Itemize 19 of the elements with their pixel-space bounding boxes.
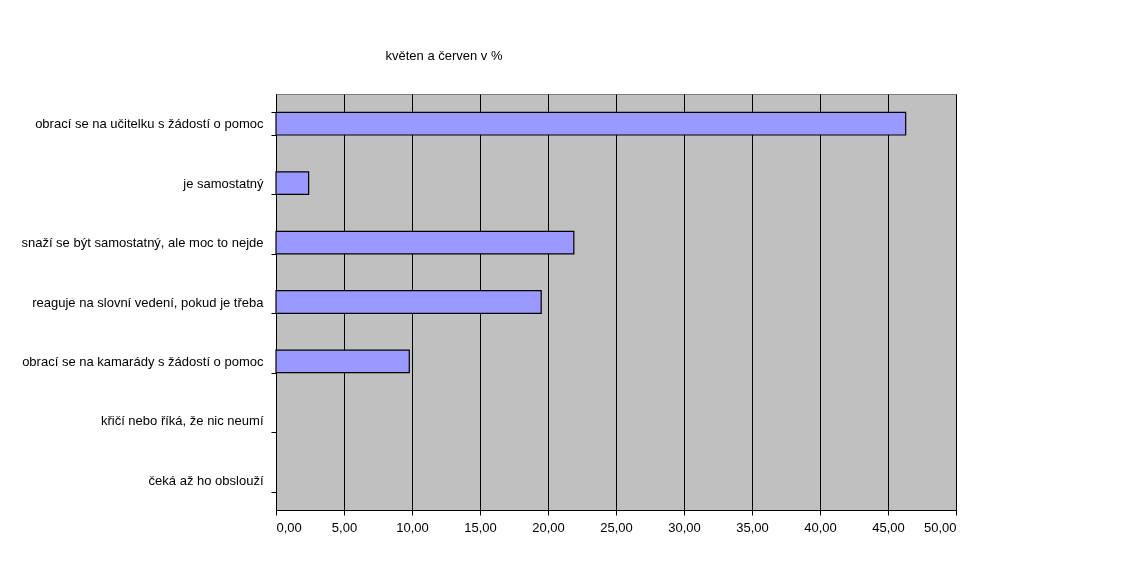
x-tick-label: 25,00 bbox=[600, 519, 633, 535]
y-tick-label: čeká až ho obslouží bbox=[148, 472, 264, 488]
x-tick-label: 20,00 bbox=[532, 519, 565, 535]
y-tick-label: obrací se na kamarády s žádostí o pomoc bbox=[22, 353, 264, 369]
chart-title: květen a červen v % bbox=[385, 48, 503, 63]
x-tick-label: 0,00 bbox=[276, 519, 302, 535]
y-tick-label: křičí nebo říká, že nic neumí bbox=[100, 413, 264, 429]
x-tick-label: 35,00 bbox=[736, 519, 769, 535]
y-tick-label: reaguje na slovní vedení, pokud je třeba bbox=[32, 294, 265, 310]
x-tick-label: 10,00 bbox=[396, 519, 429, 535]
y-tick-label: obrací se na učitelku s žádostí o pomoc bbox=[35, 116, 264, 132]
x-tick-label: 50,00 bbox=[923, 519, 957, 535]
x-tick-label: 30,00 bbox=[668, 519, 701, 535]
x-tick-label: 40,00 bbox=[804, 519, 837, 535]
x-tick-label: 45,00 bbox=[872, 519, 905, 535]
y-tick-label: je samostatný bbox=[182, 175, 264, 191]
x-tick-label: 15,00 bbox=[464, 519, 497, 535]
x-tick-label: 5,00 bbox=[331, 519, 358, 535]
y-tick-label: snaží se být samostatný, ale moc to nejde bbox=[21, 235, 264, 251]
